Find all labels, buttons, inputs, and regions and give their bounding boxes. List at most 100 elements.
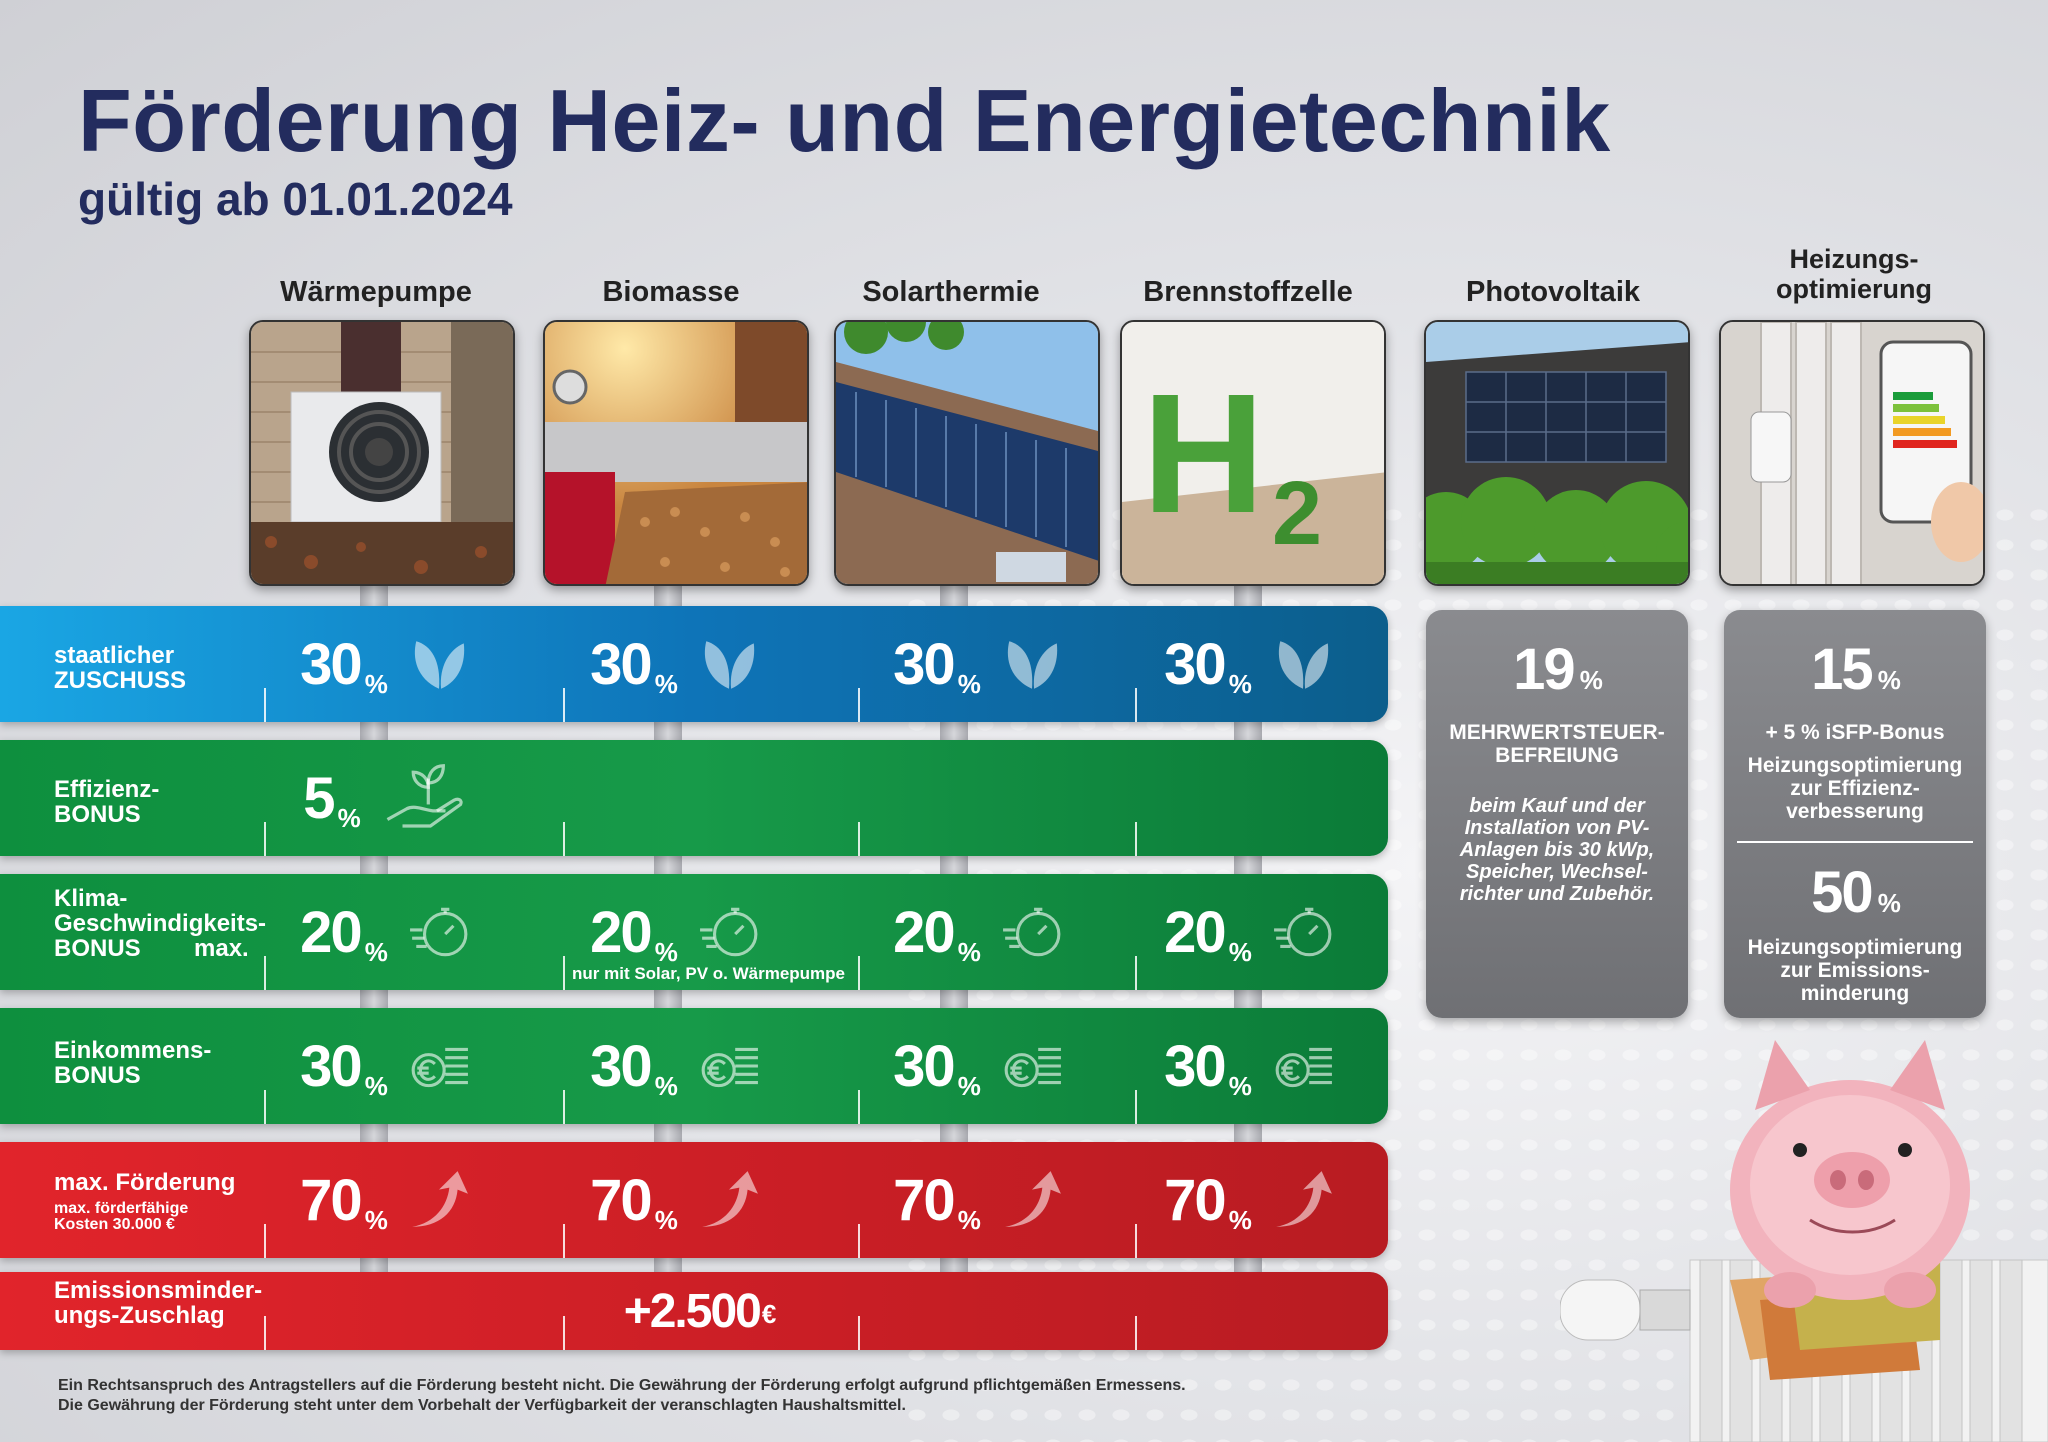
row-label-line: BONUS	[54, 1062, 141, 1089]
piggy-bank-icon	[1730, 1040, 1970, 1308]
euro-coins-icon	[701, 1047, 758, 1088]
value: 30	[893, 1033, 955, 1099]
value: 30	[893, 631, 955, 697]
row-staatlicher-zuschuss: staatlicher ZUSCHUSS 30% 30% 30% 30%	[0, 606, 1388, 722]
cell-klima-waermepumpe: 20%	[250, 874, 520, 990]
row-max-foerderung: max. Förderung max. förderfähige Kosten …	[0, 1142, 1388, 1258]
euro-coins-icon	[411, 1047, 468, 1088]
row-klima-bonus: Klima- Geschwindigkeits- BONUS max. 20% …	[0, 874, 1388, 990]
row-label-line: ungs-Zuschlag	[54, 1302, 225, 1329]
plant-hand-icon	[386, 764, 463, 828]
euro-coins-icon	[1004, 1047, 1061, 1088]
row-label-line: max. Förderung	[54, 1169, 236, 1196]
cell-max-biomasse: 70%	[540, 1142, 810, 1258]
cell-zuschuss-waermepumpe: 30%	[250, 606, 520, 722]
leaf-icon	[414, 641, 464, 689]
value: +2.500	[623, 1284, 762, 1338]
photo-photovoltaik	[1424, 320, 1690, 586]
optimierung-text: zur Effizienz-	[1790, 777, 1920, 800]
cell-effizienz-waermepumpe: 5%	[250, 740, 520, 856]
photo-solarthermie	[834, 320, 1100, 586]
row-label-line: staatlicher	[54, 642, 175, 669]
cell-zuschuss-biomasse: 30%	[540, 606, 810, 722]
photovoltaik-text: Speicher, Wechsel-	[1466, 861, 1648, 883]
photovoltaik-text: Anlagen bis 30 kWp,	[1459, 839, 1655, 861]
optimierung-value-2: 50	[1811, 860, 1873, 925]
photovoltaik-heading: BEFREIUNG	[1495, 744, 1619, 767]
row-label-line: Emissionsminder-	[54, 1277, 263, 1304]
cell-einkommen-brennstoffzelle: 30%	[1114, 1008, 1384, 1124]
row-effizienz-bonus: Effizienz- BONUS 5%	[0, 740, 1388, 856]
optimierung-text: verbesserung	[1786, 800, 1924, 823]
photo-brennstoffzelle: H 2	[1120, 320, 1386, 586]
column-heading-biomasse: Biomasse	[602, 276, 740, 308]
leaf-icon	[704, 641, 754, 689]
value: 70	[893, 1167, 955, 1233]
stopwatch-icon	[699, 907, 758, 957]
optimierung-text: zur Emissions-	[1780, 959, 1930, 982]
value: 30	[300, 1033, 362, 1099]
column-heading-photovoltaik: Photovoltaik	[1465, 276, 1640, 308]
value: 20	[893, 899, 955, 965]
footer-disclaimer: Ein Rechtsanspruch des Antragstellers au…	[58, 1376, 1186, 1416]
row-einkommens-bonus: Einkommens- BONUS 30% 30% 30% 30%	[0, 1008, 1388, 1124]
optimierung-text: Heizungsoptimierung	[1747, 754, 1963, 777]
leaf-icon	[1007, 641, 1057, 689]
stopwatch-icon	[1273, 907, 1332, 957]
stopwatch-icon	[409, 907, 468, 957]
leaf-icon	[1278, 641, 1328, 689]
value: 20	[300, 899, 362, 965]
optimierung-text: Heizungsoptimierung	[1747, 936, 1963, 959]
footer-line: Die Gewährung der Förderung steht unter …	[58, 1397, 906, 1414]
photovoltaik-text: beim Kauf und der	[1469, 795, 1645, 817]
page-subtitle: gültig ab 01.01.2024	[78, 173, 513, 225]
divider	[1737, 841, 1973, 843]
value: 70	[300, 1167, 362, 1233]
row-label-small: max. förderfähige	[54, 1200, 189, 1217]
column-heading-waermepumpe: Wärmepumpe	[280, 276, 472, 308]
page-title: Förderung Heiz- und Energietechnik	[78, 71, 1611, 170]
row-label-line: Effizienz-	[54, 776, 160, 803]
value: 70	[1164, 1167, 1226, 1233]
photovoltaik-value: 19	[1513, 637, 1575, 702]
h2-letter: H	[1142, 359, 1265, 549]
value: 5	[303, 765, 335, 831]
cell-einkommen-biomasse: 30%	[540, 1008, 810, 1124]
euro-coins-icon	[1275, 1047, 1332, 1088]
stopwatch-icon	[1002, 907, 1061, 957]
cell-max-brennstoffzelle: 70%	[1114, 1142, 1384, 1258]
cell-max-solarthermie: 70%	[843, 1142, 1113, 1258]
cell-klima-biomasse: 20%	[540, 874, 810, 990]
cell-zuschuss-brennstoffzelle: 30%	[1114, 606, 1384, 722]
value: 30	[300, 631, 362, 697]
row-label-line: Einkommens-	[54, 1037, 212, 1064]
row-label-line: Klima-	[54, 885, 128, 912]
row-emissionsminderungs-zuschlag: Emissionsminder- ungs-Zuschlag +2.500 €	[0, 1272, 1388, 1350]
photovoltaik-heading: MEHRWERTSTEUER-	[1449, 721, 1665, 744]
value: 30	[590, 631, 652, 697]
arrow-up-icon	[1004, 1171, 1061, 1227]
row-label-line: Geschwindigkeits-	[54, 910, 267, 937]
biomasse-note: nur mit Solar, PV o. Wärmepumpe	[572, 964, 845, 983]
value: 20	[1164, 899, 1226, 965]
footer-line: Ein Rechtsanspruch des Antragstellers au…	[58, 1377, 1186, 1394]
cell-zuschuss-solarthermie: 30%	[843, 606, 1113, 722]
isfp-bonus: + 5 % iSFP-Bonus	[1765, 721, 1945, 744]
piggy-bank-radiator-illustration	[1560, 1040, 2048, 1442]
photovoltaik-text: Installation von PV-	[1464, 817, 1650, 839]
cell-einkommen-solarthermie: 30%	[843, 1008, 1113, 1124]
cell-klima-brennstoffzelle: 20%	[1114, 874, 1384, 990]
cell-einkommen-waermepumpe: 30%	[250, 1008, 520, 1124]
h2-subscript: 2	[1272, 464, 1322, 564]
row-label-line: ZUSCHUSS	[54, 667, 187, 694]
row-label-line: BONUS max.	[54, 935, 249, 962]
arrow-up-icon	[701, 1171, 758, 1227]
column-heading-brennstoffzelle: Brennstoffzelle	[1143, 276, 1353, 308]
column-heading-solarthermie: Solarthermie	[862, 276, 1040, 308]
arrow-up-icon	[1275, 1171, 1332, 1227]
value: 20	[590, 899, 652, 965]
photo-waermepumpe	[249, 320, 515, 586]
optimierung-value-1: 15	[1811, 637, 1873, 702]
cell-klima-solarthermie: 20%	[843, 874, 1113, 990]
value: 30	[1164, 1033, 1226, 1099]
